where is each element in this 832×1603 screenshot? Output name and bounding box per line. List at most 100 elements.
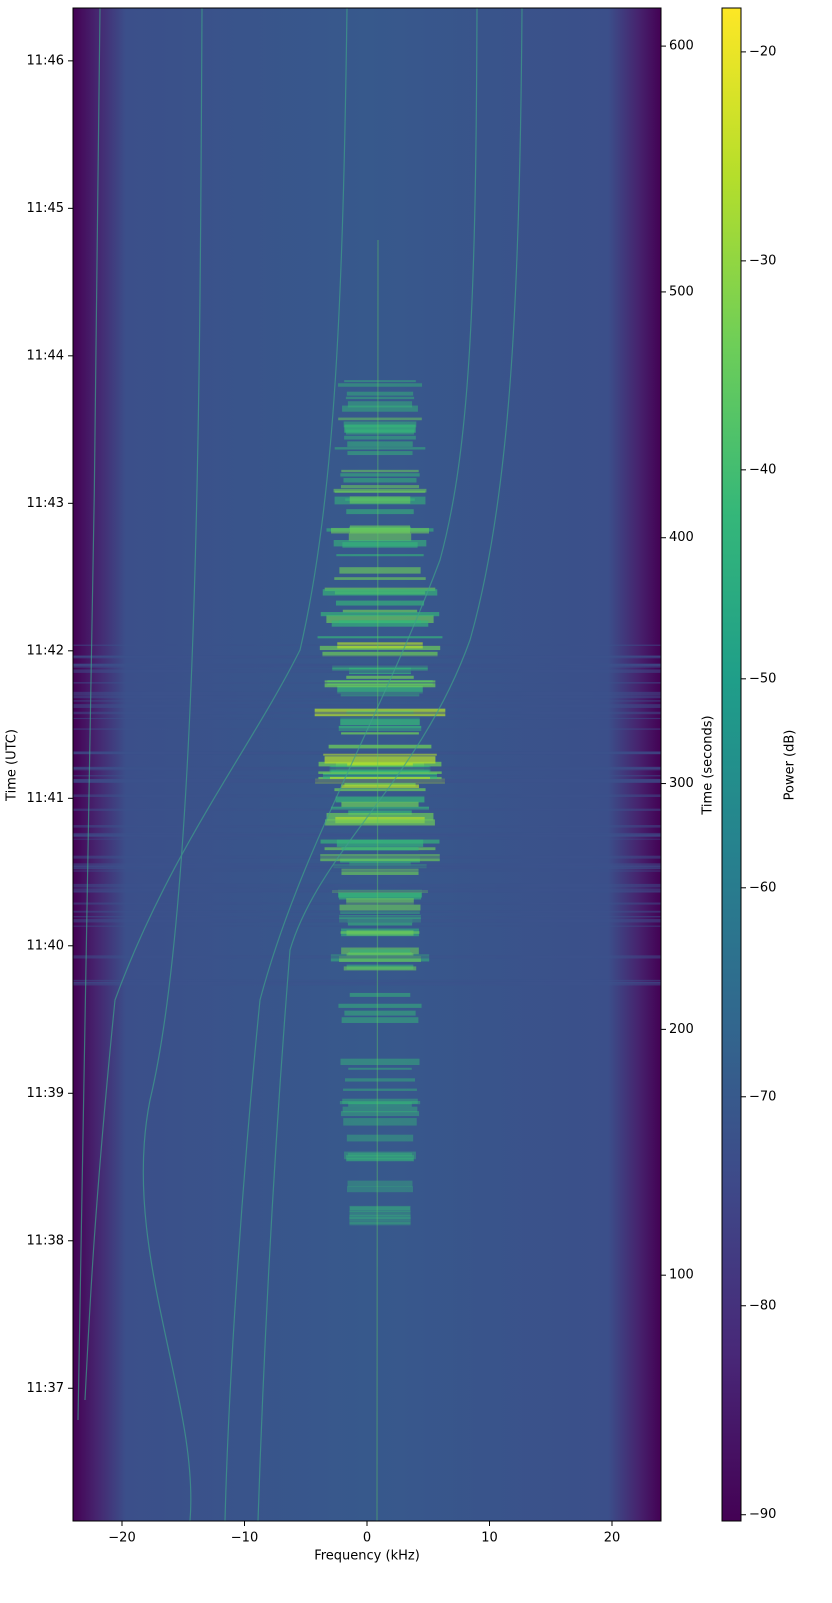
x-axis-label: Frequency (kHz) bbox=[314, 1549, 420, 1564]
y-tick-label: 11:39 bbox=[27, 1086, 64, 1101]
interference-line bbox=[73, 794, 661, 798]
signal-band bbox=[344, 1078, 416, 1082]
signal-band bbox=[347, 922, 413, 926]
interference-line bbox=[73, 664, 661, 667]
signal-band bbox=[322, 651, 438, 657]
signal-band bbox=[346, 953, 414, 957]
signal-band bbox=[340, 1111, 420, 1117]
signal-band bbox=[326, 615, 434, 624]
interference-line bbox=[73, 883, 661, 888]
interference-line bbox=[73, 955, 661, 959]
signal-band bbox=[346, 930, 414, 936]
signal-band bbox=[329, 776, 431, 780]
signal-band bbox=[339, 567, 421, 574]
signal-bands bbox=[73, 380, 661, 1226]
interference-line bbox=[73, 808, 661, 811]
signal-band bbox=[347, 1180, 413, 1187]
interference-line bbox=[73, 775, 661, 777]
x-tick-label: 10 bbox=[481, 1531, 498, 1546]
signal-band bbox=[349, 1222, 411, 1226]
x-tick-label: 0 bbox=[363, 1531, 371, 1546]
signal-band bbox=[345, 1154, 415, 1162]
y-tick-label: 11:37 bbox=[27, 1381, 64, 1396]
signal-band bbox=[349, 1211, 411, 1216]
interference-line bbox=[73, 979, 661, 982]
signal-band bbox=[339, 915, 421, 923]
colorbar bbox=[721, 7, 742, 1522]
interference-line bbox=[73, 915, 661, 918]
signal-band bbox=[349, 1220, 411, 1224]
signal-band bbox=[332, 665, 428, 671]
colorbar-tick-label: −50 bbox=[749, 671, 776, 686]
signal-band bbox=[345, 396, 415, 400]
signal-band bbox=[346, 898, 414, 905]
signal-band bbox=[334, 447, 426, 450]
signal-band bbox=[331, 806, 429, 811]
colorbar-tick-label: −80 bbox=[749, 1298, 776, 1313]
signal-band bbox=[346, 391, 414, 396]
signal-band bbox=[349, 992, 411, 997]
interference-line bbox=[73, 865, 661, 870]
signal-band bbox=[343, 478, 417, 483]
signal-band bbox=[333, 539, 427, 547]
signal-band bbox=[318, 771, 442, 774]
signal-band bbox=[339, 1100, 421, 1105]
signal-band bbox=[340, 485, 420, 489]
signal-band bbox=[348, 809, 412, 815]
signal-band bbox=[349, 1214, 411, 1220]
y-tick-label: 11:46 bbox=[27, 53, 64, 68]
y2-tick-label: 500 bbox=[669, 284, 694, 299]
colorbar-label: Power (dB) bbox=[783, 730, 798, 801]
signal-band bbox=[344, 1010, 416, 1016]
signal-band bbox=[338, 417, 422, 421]
interference-line bbox=[73, 711, 661, 715]
signal-band bbox=[334, 577, 426, 580]
signal-band bbox=[343, 1118, 417, 1126]
signal-band bbox=[334, 490, 426, 493]
signal-band bbox=[346, 1157, 414, 1161]
signal-band bbox=[320, 612, 440, 617]
signal-band bbox=[328, 744, 432, 749]
colorbar-tick-label: −70 bbox=[749, 1089, 776, 1104]
signal-band bbox=[349, 1216, 411, 1221]
signal-band bbox=[340, 1058, 420, 1066]
signal-band bbox=[342, 609, 418, 613]
y-tick-label: 11:38 bbox=[27, 1233, 64, 1248]
interference-line bbox=[73, 919, 661, 923]
signal-band bbox=[347, 441, 413, 447]
signal-band bbox=[341, 469, 419, 473]
interference-line bbox=[73, 981, 661, 986]
signal-band bbox=[343, 1088, 417, 1091]
signal-band bbox=[337, 685, 423, 694]
signal-band bbox=[338, 1003, 422, 1008]
signal-band bbox=[320, 839, 440, 844]
y2-axis-label: Time (seconds) bbox=[701, 715, 716, 815]
signal-band bbox=[325, 819, 435, 827]
interference-line bbox=[73, 682, 661, 684]
y2-tick-label: 200 bbox=[669, 1022, 694, 1037]
signal-band bbox=[333, 488, 427, 493]
y-tick-label: 11:41 bbox=[27, 791, 64, 806]
signal-band bbox=[342, 405, 418, 412]
signal-band bbox=[346, 1134, 414, 1142]
signal-band bbox=[322, 589, 438, 596]
spectrogram-image bbox=[73, 8, 661, 1521]
interference-line bbox=[73, 902, 661, 905]
colorbar-tick-label: −40 bbox=[749, 462, 776, 477]
signal-band bbox=[341, 868, 419, 875]
signal-band bbox=[324, 680, 436, 688]
interference-line bbox=[73, 767, 661, 770]
signal-band bbox=[346, 509, 414, 515]
signal-band bbox=[344, 424, 416, 433]
signal-band bbox=[349, 1205, 411, 1212]
y2-tick-label: 300 bbox=[669, 776, 694, 791]
signal-band bbox=[322, 772, 438, 781]
signal-band bbox=[344, 380, 416, 383]
interference-line bbox=[73, 695, 661, 699]
interference-line bbox=[73, 751, 661, 755]
signal-band bbox=[342, 1106, 418, 1113]
signal-band bbox=[317, 636, 443, 639]
interference-line bbox=[73, 925, 661, 927]
signal-band bbox=[337, 889, 423, 898]
